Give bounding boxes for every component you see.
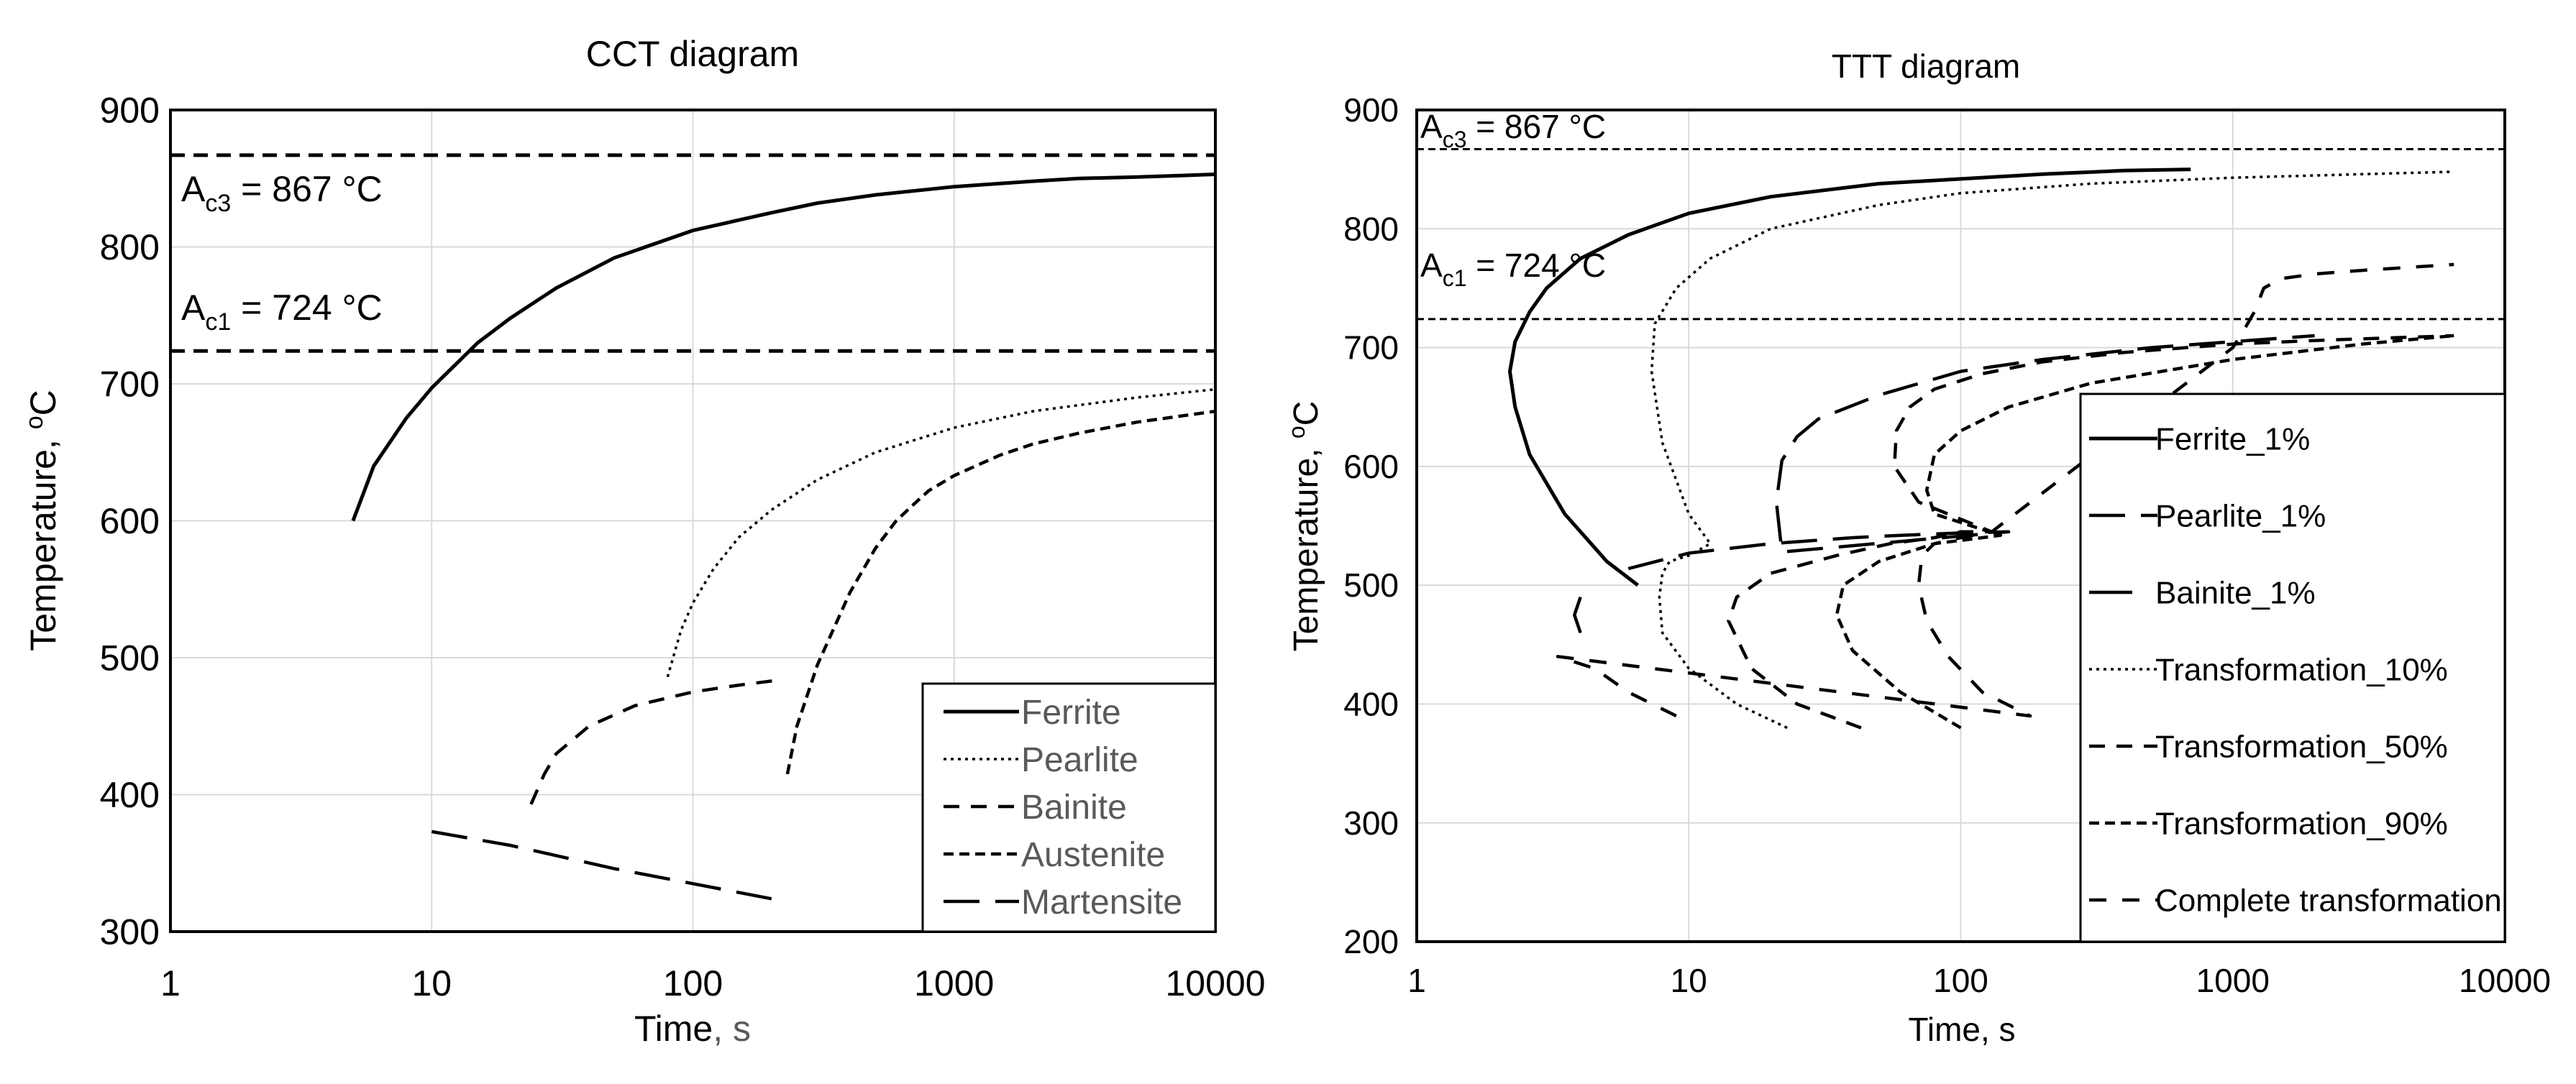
ttt-y-tick-label: 300	[1343, 804, 1399, 842]
cct-chart-title: CCT diagram	[586, 34, 799, 74]
cct-series-austenite	[785, 409, 1216, 775]
ttt-y-tick-label: 600	[1343, 448, 1399, 485]
ttt-series-ferrite-1-	[1508, 167, 2191, 587]
ttt-legend-label: Pearlite_1%	[2155, 498, 2326, 533]
ttt-series-transformation-90-	[1835, 334, 2454, 730]
cct-legend-label: Martensite	[1021, 883, 1182, 922]
ttt-series-group	[1508, 167, 2454, 730]
cct-x-axis-label: Time, s	[634, 1009, 751, 1049]
cct-y-tick-label: 400	[100, 775, 160, 815]
ttt-series-transformation-50-	[1727, 334, 2454, 730]
ttt-y-tick-label: 900	[1343, 91, 1399, 129]
cct-y-tick-label: 600	[100, 501, 160, 541]
ttt-legend-label: Ferrite_1%	[2155, 421, 2310, 456]
cct-x-tick-label: 1	[160, 963, 181, 1003]
cct-y-tick-label: 300	[100, 912, 160, 952]
cct-series-pearlite	[666, 387, 1216, 678]
ttt-series-bainite-1-	[1573, 596, 1582, 634]
cct-y-tick-label: 800	[100, 227, 160, 267]
ttt-x-axis-label: Time, s	[1908, 1011, 2015, 1048]
ttt-legend-label: Transformation_10%	[2155, 652, 2448, 687]
cct-x-tick-labels: 1 10 100 1000 10000	[160, 963, 1265, 1003]
cct-series-martensite	[431, 830, 772, 901]
ttt-ac1-label: Ac1 = 724 °C	[1420, 247, 1606, 291]
ttt-legend-box	[2079, 392, 2506, 943]
ttt-y-tick-label: 800	[1343, 210, 1399, 247]
cct-x-tick-label: 100	[663, 963, 723, 1003]
cct-x-tick-label: 1000	[914, 963, 994, 1003]
cct-y-tick-label: 500	[100, 638, 160, 679]
ttt-y-tick-label: 400	[1343, 686, 1399, 723]
ttt-x-tick-labels: 1 10 100 1000 10000	[1407, 962, 2551, 999]
cct-legend-label: Austenite	[1021, 836, 1165, 874]
ttt-chart: TTT diagram 1 10 100 1000 10000 200 300 400 500…	[1284, 47, 2551, 1048]
ttt-ac3-label: Ac3 = 867 °C	[1420, 108, 1606, 152]
cct-legend-label: Pearlite	[1021, 741, 1138, 779]
cct-chart: CCT diagram 1 10 100 1000 10000 300 400 500 600…	[21, 34, 1266, 1049]
cct-x-tick-label: 10000	[1165, 963, 1265, 1003]
cct-y-tick-label: 700	[100, 364, 160, 405]
ttt-y-tick-label: 700	[1343, 329, 1399, 367]
cct-legend-box	[921, 682, 1217, 933]
ttt-x-tick-label: 1000	[2196, 962, 2270, 999]
ttt-x-tick-label: 10000	[2459, 962, 2551, 999]
ttt-x-tick-label: 10	[1671, 962, 1707, 999]
cct-legend: Ferrite Pearlite Bainite Austenite Martensit…	[921, 682, 1217, 933]
ttt-series-pearlite-1-	[1627, 334, 2315, 571]
ttt-y-axis-label: Temperature, oC	[1284, 401, 1325, 652]
cct-series-ferrite	[351, 173, 1216, 522]
ttt-legend: Ferrite_1% Pearlite_1% Bainite_1% Transform…	[2079, 392, 2506, 943]
ttt-legend-label: Bainite_1%	[2155, 575, 2316, 610]
cct-series-group	[351, 173, 1216, 901]
cct-legend-label: Ferrite	[1021, 694, 1121, 732]
ttt-legend-label: Complete transformation	[2155, 883, 2502, 918]
cct-series-bainite	[529, 678, 783, 805]
cct-legend-label: Bainite	[1021, 789, 1127, 827]
ttt-y-tick-label: 200	[1343, 923, 1399, 960]
ttt-y-tick-labels: 200 300 400 500 600 700 800 900	[1343, 91, 1399, 960]
cct-y-axis-label: Temperature, oC	[21, 390, 63, 651]
ttt-series-transformation-10-	[1650, 170, 2454, 730]
cct-ac3-label: Ac3 = 867 °C	[181, 169, 383, 217]
cct-y-tick-label: 900	[100, 91, 160, 131]
ttt-chart-title: TTT diagram	[1832, 47, 2020, 85]
cct-x-tick-label: 10	[411, 963, 452, 1003]
ttt-legend-label: Transformation_50%	[2155, 729, 2448, 764]
ttt-x-tick-label: 100	[1933, 962, 1988, 999]
ttt-y-tick-label: 500	[1343, 566, 1399, 604]
ttt-legend-label: Transformation_90%	[2155, 806, 2448, 841]
ttt-x-tick-label: 1	[1407, 962, 1426, 999]
ttt-reference-lines	[1417, 148, 2505, 321]
cct-reference-lines	[170, 153, 1215, 353]
cct-plot-frame	[169, 109, 1217, 933]
cct-ac1-label: Ac1 = 724 °C	[181, 288, 383, 336]
cct-y-tick-labels: 300 400 500 600 700 800 900	[100, 91, 160, 952]
ttt-series-complete-transformation	[1556, 262, 2454, 718]
